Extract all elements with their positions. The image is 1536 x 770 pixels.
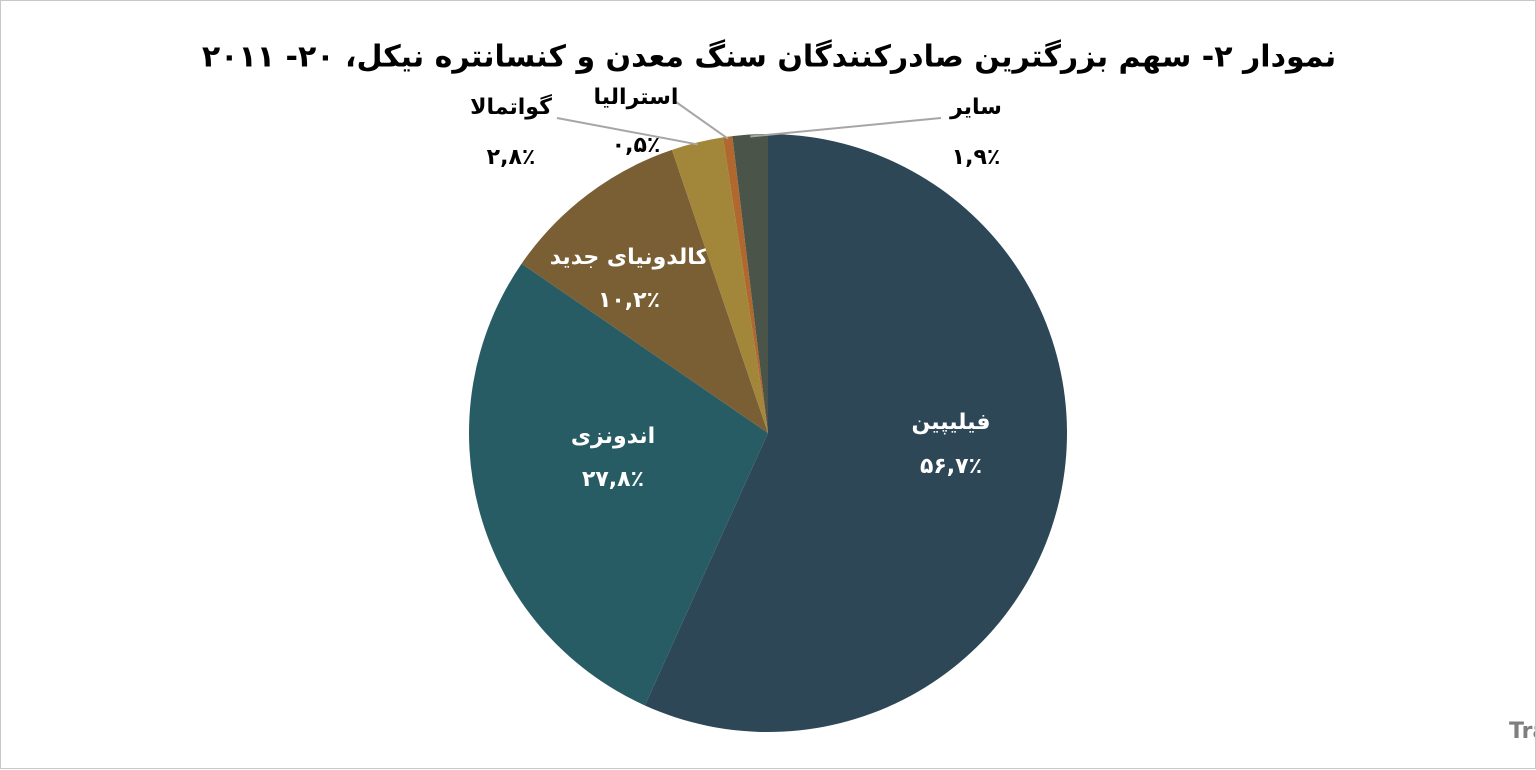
slice-label: اندونزی xyxy=(571,424,655,449)
slice-label: کالدونیای جدید xyxy=(550,245,709,270)
pie-slice xyxy=(671,137,768,434)
leader-line xyxy=(556,117,698,146)
slice-label: گواتمالا xyxy=(470,93,552,120)
slice-label: استرالیا xyxy=(594,85,679,110)
leader-line xyxy=(675,101,729,140)
pie-slice xyxy=(732,134,768,433)
pie-slice xyxy=(468,263,768,706)
value-label: ۱۰,۲٪ xyxy=(598,288,660,313)
leader-line xyxy=(750,117,942,138)
source-note: منبع: Trade Map xyxy=(1509,719,1535,744)
value-label: ۵۶,۷٪ xyxy=(920,454,982,479)
pie-slice xyxy=(644,134,1068,732)
slice-label: فیلیپین xyxy=(911,410,990,435)
value-label: ۱,۹٪ xyxy=(952,145,1001,170)
pie-slice xyxy=(723,136,768,433)
slice-label: سایر xyxy=(949,95,1002,120)
chart-title: نمودار ۲- سهم بزرگترین صادرکنندگان سنگ م… xyxy=(202,39,1336,75)
value-label: ۲۷,۸٪ xyxy=(582,467,644,492)
value-label: ۲,۸٪ xyxy=(487,145,536,170)
pie-slice xyxy=(521,149,768,433)
value-label: ۰,۵٪ xyxy=(612,133,661,158)
